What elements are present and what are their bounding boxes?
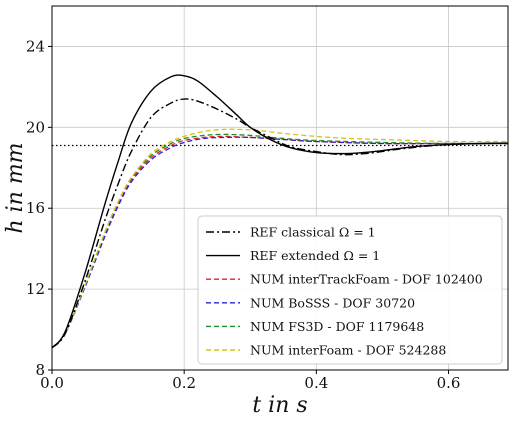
- legend-label: NUM BoSSS - DOF 30720: [250, 295, 415, 310]
- x-axis-label: t in s: [252, 393, 307, 418]
- x-tick-label: 0.4: [304, 374, 328, 392]
- series-line: [52, 74, 508, 349]
- legend-box: [197, 215, 503, 365]
- y-tick-label: 24: [26, 37, 45, 55]
- x-tick-label: 0.6: [437, 374, 461, 392]
- y-tick-label: 16: [26, 199, 45, 217]
- series-group: [52, 74, 508, 349]
- y-tick-label: 12: [26, 280, 45, 298]
- y-tick-label: 8: [35, 361, 45, 379]
- legend-label: REF extended Ω = 1: [250, 248, 380, 263]
- axis-ticks: 0.0 0.2 0.4 0.6 8 12 16 20 24: [26, 37, 461, 392]
- legend: REF classical Ω = 1 REF extended Ω = 1 NUM…: [197, 215, 503, 365]
- series-line: [52, 98, 508, 349]
- legend-label: NUM FS3D - DOF 1179648: [250, 319, 424, 334]
- x-tick-label: 0.0: [40, 374, 64, 392]
- series-line: [52, 128, 508, 349]
- legend-label: REF classical Ω = 1: [250, 225, 376, 240]
- legend-label: NUM interFoam - DOF 524288: [250, 343, 446, 358]
- y-tick-label: 20: [26, 118, 45, 136]
- series-line: [52, 136, 508, 349]
- plot-frame: [51, 5, 509, 371]
- x-tick-label: 0.2: [172, 374, 196, 392]
- legend-label: NUM interTrackFoam - DOF 102400: [250, 272, 483, 287]
- y-axis-label: h in mm: [3, 142, 28, 233]
